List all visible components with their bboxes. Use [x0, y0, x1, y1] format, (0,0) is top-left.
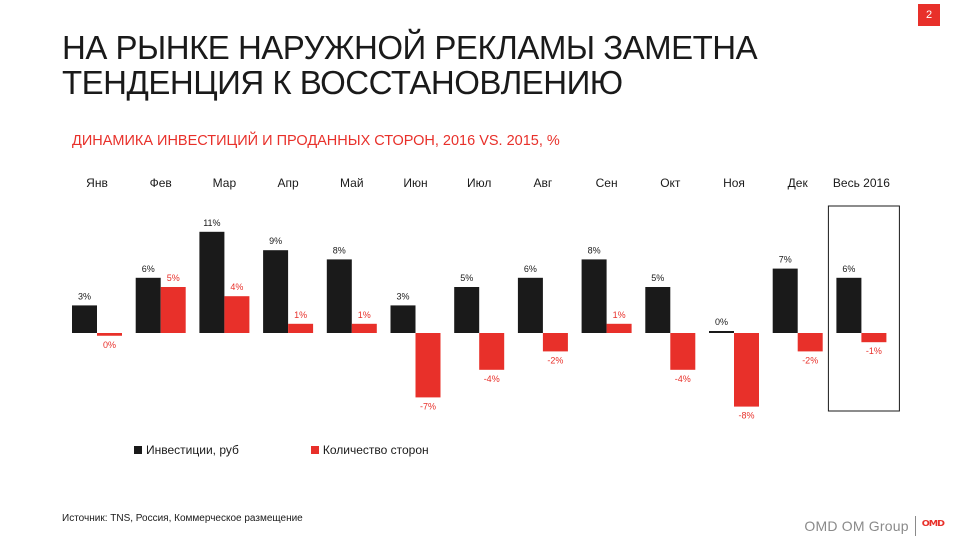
omd-logo: ᴼᴹᴰ: [921, 517, 945, 535]
data-label-investments: 3%: [396, 291, 409, 301]
data-label-investments: 8%: [333, 245, 346, 255]
data-label-sides: -2%: [802, 355, 818, 365]
footer-divider: [914, 516, 916, 536]
bar-sides: [542, 333, 568, 352]
x-tick-label: Весь 2016: [833, 176, 890, 190]
bar-investments: [772, 268, 798, 333]
data-label-sides: 5%: [167, 273, 180, 283]
x-tick-label: Май: [340, 176, 364, 190]
data-label-investments: 0%: [715, 317, 728, 327]
data-label-investments: 9%: [269, 236, 282, 246]
footer: OMD OM Group ᴼᴹᴰ: [804, 516, 945, 536]
bar-sides: [288, 323, 314, 333]
bar-sides: [606, 323, 632, 333]
chart-subtitle: ДИНАМИКА ИНВЕСТИЦИЙ И ПРОДАННЫХ СТОРОН, …: [72, 133, 560, 149]
data-label-investments: 11%: [203, 218, 220, 228]
legend-swatch-sides: [310, 446, 319, 454]
data-label-sides: 1%: [294, 310, 307, 320]
legend-label-investments: Инвестиции, руб: [146, 443, 239, 457]
data-label-investments: 7%: [779, 255, 792, 265]
x-tick-label: Окт: [660, 176, 681, 190]
data-label-sides: -4%: [484, 374, 500, 384]
data-label-sides: -1%: [866, 346, 882, 356]
data-label-sides: -7%: [420, 401, 436, 411]
data-label-investments: 8%: [588, 245, 601, 255]
page-title: НА РЫНКЕ НАРУЖНОЙ РЕКЛАМЫ ЗАМЕТНА ТЕНДЕН…: [62, 30, 882, 100]
x-tick-label: Янв: [86, 176, 108, 190]
data-label-investments: 6%: [842, 264, 855, 274]
x-tick-label: Авг: [534, 176, 553, 190]
x-tick-label: Июл: [467, 176, 491, 190]
bar-sides: [670, 333, 696, 370]
bar-investments: [836, 277, 862, 333]
data-label-sides: 1%: [613, 310, 626, 320]
data-label-sides: 4%: [230, 282, 243, 292]
bar-investments: [709, 331, 734, 333]
bar-sides: [160, 287, 186, 333]
bar-sides: [351, 323, 377, 333]
x-tick-label: Дек: [788, 176, 809, 190]
x-tick-label: Ноя: [723, 176, 745, 190]
x-tick-label: Фев: [150, 176, 172, 190]
title-line-1: НА РЫНКЕ НАРУЖНОЙ РЕКЛАМЫ ЗАМЕТНА: [62, 29, 758, 66]
data-label-sides: -2%: [547, 355, 563, 365]
x-tick-label: Мар: [213, 176, 237, 190]
bar-sides: [415, 333, 441, 398]
page-number: 2: [918, 4, 940, 26]
data-label-sides: 0%: [103, 340, 116, 350]
data-label-investments: 6%: [142, 264, 155, 274]
data-label-investments: 3%: [78, 291, 91, 301]
legend-swatch-investments: [134, 446, 142, 454]
highlight-box: [827, 205, 900, 412]
bar-investments: [454, 287, 480, 333]
data-label-sides: -8%: [738, 411, 754, 421]
bar-sides: [861, 333, 887, 343]
data-label-investments: 5%: [460, 273, 473, 283]
bar-investments: [645, 287, 671, 333]
bar-sides: [479, 333, 505, 370]
data-label-investments: 6%: [524, 264, 537, 274]
bar-investments: [135, 277, 161, 333]
bar-chart: Янв 3% 0% Фев 6% 5% Мар 11% 4% Апр 9% 1% Май 8% 1% Июн 3…: [72, 176, 900, 421]
bar-sides: [97, 333, 122, 336]
x-tick-label: Апр: [278, 176, 300, 190]
legend-item-investments: Инвестиции, руб: [134, 443, 239, 457]
source-note: Источник: TNS, Россия, Коммерческое разм…: [62, 513, 303, 524]
x-tick-label: Сен: [596, 176, 618, 190]
bar-investments: [390, 305, 416, 333]
legend-item-sides: Количество сторон: [310, 443, 429, 457]
bar-investments: [326, 259, 352, 333]
bar-investments: [517, 277, 543, 333]
brand-name: OMD OM Group: [804, 518, 909, 534]
bar-sides: [734, 333, 759, 407]
chart-legend: Инвестиции, руб Количество сторон: [134, 443, 429, 457]
bar-sides: [797, 333, 823, 352]
bar-investments: [72, 305, 97, 333]
data-label-sides: -4%: [675, 374, 691, 384]
legend-label-sides: Количество сторон: [322, 443, 429, 457]
x-tick-label: Июн: [403, 176, 427, 190]
data-label-investments: 5%: [651, 273, 664, 283]
bar-sides: [224, 296, 250, 333]
data-label-sides: 1%: [358, 310, 371, 320]
bar-investments: [581, 259, 607, 333]
bar-investments: [199, 231, 225, 333]
title-line-2: ТЕНДЕНЦИЯ К ВОССТАНОВЛЕНИЮ: [62, 64, 623, 101]
bar-investments: [263, 250, 289, 333]
